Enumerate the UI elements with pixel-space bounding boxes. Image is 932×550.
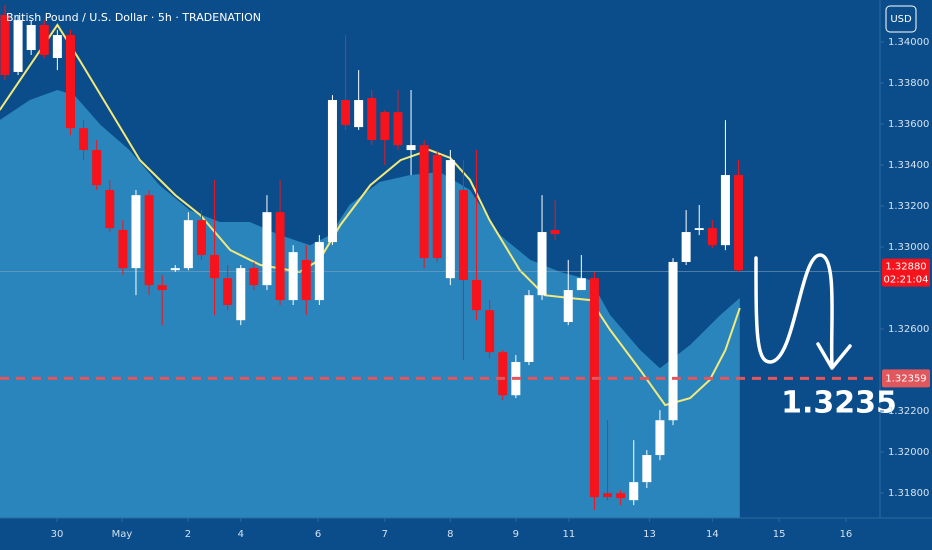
candle-body xyxy=(498,352,508,396)
candle-body xyxy=(39,25,49,55)
candle-body xyxy=(170,268,180,271)
candle-body xyxy=(432,154,442,259)
x-tick-label: 11 xyxy=(563,529,576,540)
x-tick-label: 16 xyxy=(840,529,853,540)
ma-area xyxy=(0,90,740,518)
candle-body xyxy=(183,220,193,269)
x-tick-label: 8 xyxy=(447,529,453,540)
candle-body xyxy=(275,212,285,301)
candle-body xyxy=(131,195,141,269)
candle-body xyxy=(0,14,10,76)
countdown-label: 02:21:04 xyxy=(884,275,929,286)
candle-body xyxy=(223,278,233,306)
plot-area xyxy=(0,4,880,518)
candle-body xyxy=(157,285,167,291)
candle-body xyxy=(629,482,639,501)
candle-body xyxy=(52,35,62,59)
candle-body xyxy=(327,100,337,243)
candle-body xyxy=(524,295,534,363)
candle-body xyxy=(458,190,468,281)
target-box xyxy=(882,369,930,388)
x-tick-label: 9 xyxy=(513,529,519,540)
candle-body xyxy=(589,278,599,498)
candle-body xyxy=(367,97,377,141)
candle-body xyxy=(694,228,704,230)
target-label: 1.32359 xyxy=(885,373,926,384)
y-tick-label: 1.34000 xyxy=(888,37,929,48)
candle-body xyxy=(341,100,351,126)
candle-body xyxy=(734,175,744,271)
candle-body xyxy=(720,175,730,246)
last-price-box xyxy=(882,258,930,287)
annotation: 1.3235 xyxy=(781,386,897,421)
candle-body xyxy=(262,212,272,286)
x-tick-label: 4 xyxy=(238,529,244,540)
ma-line xyxy=(0,23,741,407)
y-tick-label: 1.32000 xyxy=(888,447,929,458)
candle-body xyxy=(354,100,364,128)
candle-body xyxy=(472,280,482,311)
candle-body xyxy=(563,290,573,323)
candle-body xyxy=(380,112,390,141)
candle-body xyxy=(288,252,298,301)
candle-body xyxy=(196,220,206,256)
y-tick-label: 1.32200 xyxy=(888,406,929,417)
candle-body xyxy=(314,242,324,301)
y-tick-label: 1.33800 xyxy=(888,78,929,89)
candle-body xyxy=(249,268,259,286)
candle-body xyxy=(655,420,665,456)
x-tick-label: 13 xyxy=(643,529,656,540)
candle-body xyxy=(26,25,36,51)
candle-body xyxy=(668,261,678,421)
candle-body xyxy=(616,493,626,499)
x-tick-label: 7 xyxy=(382,529,388,540)
y-tick-label: 1.33600 xyxy=(888,119,929,130)
candle-body xyxy=(642,455,652,483)
x-tick-label: 14 xyxy=(706,529,719,540)
candle-body xyxy=(537,232,547,296)
y-tick-label: 1.33400 xyxy=(888,160,929,171)
candle-body xyxy=(65,35,75,129)
y-tick-label: 1.33200 xyxy=(888,201,929,212)
candle-body xyxy=(707,228,717,246)
candle-body xyxy=(92,150,102,186)
candle-body xyxy=(603,493,613,498)
y-tick-label: 1.31800 xyxy=(888,488,929,499)
x-tick-label: 30 xyxy=(51,529,64,540)
candle-body xyxy=(550,229,560,235)
candle-body xyxy=(105,190,115,229)
currency-button[interactable] xyxy=(885,5,917,33)
candle-body xyxy=(210,255,220,279)
candle-body xyxy=(576,278,586,291)
candle-body xyxy=(301,259,311,301)
candle-body xyxy=(485,310,495,353)
y-tick-label: 1.33000 xyxy=(888,242,929,253)
x-tick-label: May xyxy=(112,529,133,540)
x-tick-label: 15 xyxy=(773,529,786,540)
currency-label[interactable]: USD xyxy=(890,14,912,25)
candle-body xyxy=(445,160,455,279)
candle-body xyxy=(236,268,246,321)
candle-body xyxy=(13,20,23,72)
candle-body xyxy=(393,112,403,146)
arrow xyxy=(754,253,852,370)
last-price-label: 1.32880 xyxy=(885,262,926,273)
candle-body xyxy=(144,195,154,286)
candle-body xyxy=(118,229,128,269)
candle-body xyxy=(419,145,429,259)
chart-title: British Pound / U.S. Dollar · 5h · TRADE… xyxy=(6,11,261,24)
candle-body xyxy=(406,145,416,151)
candle-body xyxy=(681,232,691,262)
candle-body xyxy=(79,128,89,151)
y-tick-label: 1.32600 xyxy=(888,324,929,335)
x-tick-label: 6 xyxy=(315,529,321,540)
x-tick-label: 2 xyxy=(185,529,191,540)
